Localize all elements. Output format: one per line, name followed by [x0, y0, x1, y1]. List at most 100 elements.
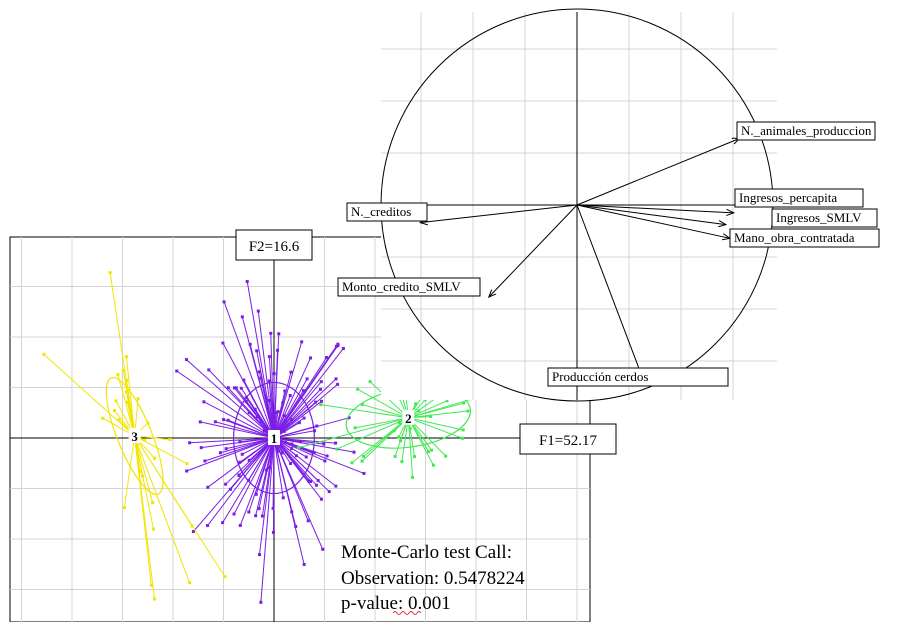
data-point — [149, 583, 153, 587]
data-point — [274, 411, 278, 415]
data-point — [222, 418, 226, 422]
data-point — [262, 429, 266, 433]
data-point — [325, 454, 329, 458]
data-point — [302, 416, 306, 420]
cluster-label-3: 3 — [131, 429, 138, 444]
star-line — [408, 417, 464, 431]
arrow-shaft — [576, 137, 740, 206]
data-point — [117, 418, 121, 422]
data-point — [259, 600, 263, 604]
star-line — [408, 417, 463, 439]
data-point — [253, 407, 257, 411]
data-point — [259, 376, 263, 380]
data-point — [316, 479, 320, 483]
star-line — [408, 410, 468, 419]
star-line — [223, 419, 275, 439]
variable-label-box — [337, 277, 481, 297]
star-line — [273, 437, 284, 498]
data-point — [319, 380, 323, 384]
cluster-label-2: 2 — [405, 411, 412, 426]
star-line — [204, 437, 275, 462]
star-line — [203, 401, 275, 439]
data-point — [138, 470, 142, 474]
star-line — [261, 437, 275, 517]
star-line — [273, 378, 337, 439]
star-line — [207, 437, 275, 526]
f1-axis-label: F1=52.17 — [539, 433, 598, 449]
data-point — [218, 451, 222, 455]
data-point — [309, 479, 313, 483]
data-point — [462, 401, 466, 405]
star-line — [273, 384, 338, 439]
star-line — [298, 417, 409, 449]
data-point — [136, 397, 140, 401]
data-point — [392, 429, 396, 433]
cluster-1-points — [175, 280, 366, 604]
data-point — [239, 386, 243, 390]
star-line — [189, 437, 275, 444]
data-point — [238, 460, 242, 464]
data-point — [290, 447, 294, 451]
arrow-head — [726, 208, 736, 217]
data-point — [264, 395, 268, 399]
data-point — [152, 597, 156, 601]
data-point — [264, 468, 268, 472]
star-line — [223, 301, 275, 439]
data-point — [334, 441, 338, 445]
data-point — [223, 575, 227, 579]
f1-axis-label-box: F1=52.17 — [519, 423, 617, 455]
arrow-Monto_credito_SMLV — [487, 204, 578, 299]
pvalue-label: p-value — [341, 593, 398, 614]
cluster-label-bg — [402, 409, 415, 425]
star-line — [273, 437, 317, 486]
data-point — [281, 401, 285, 405]
circle-grid — [381, 12, 777, 400]
star-line — [355, 417, 409, 429]
data-point — [259, 419, 263, 423]
data-point — [254, 492, 258, 496]
data-point — [321, 547, 325, 551]
data-point — [289, 461, 293, 465]
data-point — [310, 450, 314, 454]
data-point — [283, 389, 287, 393]
star-line — [43, 354, 135, 437]
variable-label-text: Monto_credito_SMLV — [342, 279, 461, 294]
data-point — [184, 358, 188, 362]
data-point — [305, 377, 309, 381]
data-point — [413, 455, 417, 459]
data-point — [125, 400, 129, 404]
data-point — [206, 485, 210, 489]
data-point — [141, 474, 145, 478]
star-line — [273, 350, 279, 439]
data-point — [426, 450, 430, 454]
star-line — [260, 437, 275, 603]
data-point — [248, 342, 252, 346]
data-point — [151, 501, 155, 505]
data-point — [299, 440, 303, 444]
star-line — [273, 389, 321, 439]
star-line — [270, 333, 275, 439]
data-point — [408, 427, 412, 431]
data-point — [417, 409, 421, 413]
data-point — [125, 378, 129, 382]
data-point — [188, 441, 192, 445]
data-point — [290, 510, 294, 514]
data-point — [282, 429, 286, 433]
star-line — [134, 435, 155, 600]
star-line — [246, 281, 275, 439]
data-point — [122, 506, 126, 510]
data-point — [238, 440, 242, 444]
star-line — [123, 435, 136, 508]
data-point — [124, 355, 128, 359]
data-point — [306, 519, 310, 523]
data-point — [256, 309, 260, 313]
data-point — [360, 459, 364, 463]
data-point — [429, 414, 433, 418]
variable-label-Ingresos_percapita: Ingresos_percapita — [734, 188, 864, 208]
data-point — [290, 442, 294, 446]
data-point — [347, 416, 351, 420]
star-line — [273, 437, 365, 474]
data-point — [247, 510, 251, 514]
star-line — [351, 417, 409, 464]
